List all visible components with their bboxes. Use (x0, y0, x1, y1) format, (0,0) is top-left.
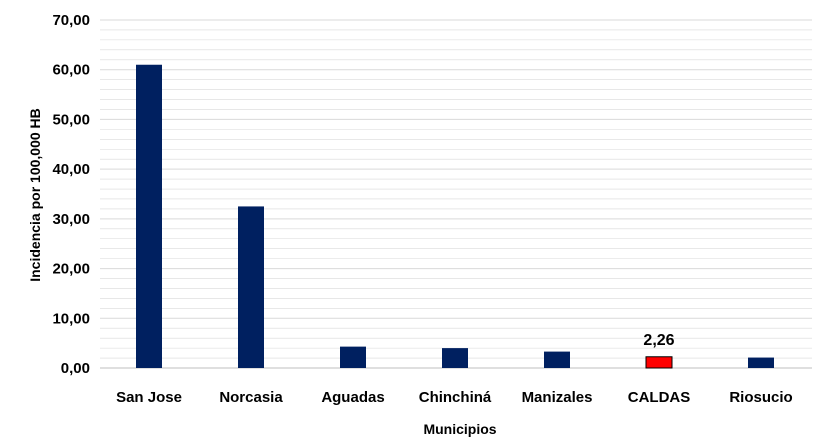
bar-riosucio (748, 357, 774, 368)
y-tick-label: 0,00 (61, 360, 90, 377)
y-tick-label: 30,00 (52, 211, 90, 228)
x-tick-labels: San Jose Norcasia Aguadas Chinchiná Manizale… (116, 389, 793, 406)
bar-aguadas (340, 346, 366, 368)
x-tick-label: Aguadas (321, 389, 384, 406)
y-tick-label: 10,00 (52, 310, 90, 327)
y-tick-label: 40,00 (52, 161, 90, 178)
y-tick-label: 20,00 (52, 261, 90, 278)
x-tick-label: Manizales (522, 389, 593, 406)
data-label: 2,26 (643, 332, 674, 349)
gridlines (100, 19, 812, 369)
x-tick-label: Norcasia (219, 389, 283, 406)
bars (136, 64, 774, 369)
x-axis-title: Municipios (423, 421, 496, 437)
data-labels: 2,26 (643, 332, 674, 349)
bar-norcasia (238, 206, 264, 368)
bar-san-jose (136, 64, 162, 368)
bar-manizales (544, 351, 570, 368)
y-tick-label: 60,00 (52, 62, 90, 79)
x-tick-label: Riosucio (729, 389, 792, 406)
y-axis-title: Incidencia por 100,000 HB (27, 108, 43, 282)
bar-caldas (645, 356, 673, 369)
bar-chinchin- (442, 348, 468, 368)
y-tick-label: 70,00 (52, 12, 90, 29)
y-tick-label: 50,00 (52, 111, 90, 128)
x-tick-label: CALDAS (628, 389, 691, 406)
x-tick-label: San Jose (116, 389, 182, 406)
y-tick-labels: 0,00 10,00 20,00 30,00 40,00 50,00 60,00 70,00 (52, 12, 90, 377)
x-tick-label: Chinchiná (419, 389, 492, 406)
